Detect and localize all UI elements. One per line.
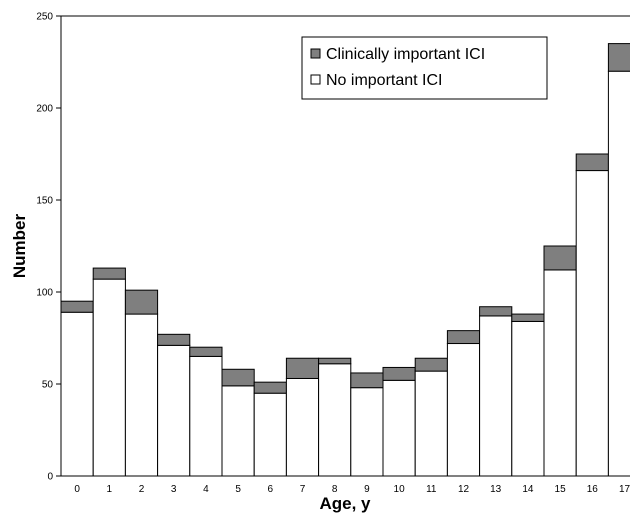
bar-no-important-12	[446, 343, 481, 477]
bar-no-important-15	[543, 269, 577, 477]
x-tick-label-8: 8	[332, 484, 338, 495]
x-axis-title: Age, y	[319, 494, 371, 513]
bar-clinically-important-13	[479, 306, 513, 317]
y-tick-label-50: 50	[42, 380, 54, 391]
y-tick-label-250: 250	[36, 12, 53, 23]
legend: Clinically important ICI No important IC…	[301, 36, 548, 100]
x-tick-label-17: 17	[619, 484, 630, 495]
bar-no-important-8	[318, 363, 352, 477]
bar-clinically-important-10	[382, 366, 416, 381]
bar-clinically-important-15	[543, 245, 577, 271]
x-tick-label-9: 9	[364, 484, 370, 495]
bar-no-important-7	[285, 377, 320, 477]
bar-no-important-3	[157, 344, 191, 477]
x-tick-label-14: 14	[522, 484, 534, 495]
x-tick-label-11: 11	[426, 484, 437, 495]
bar-clinically-important-9	[350, 372, 384, 389]
legend-label-no-important: No important ICI	[326, 72, 442, 89]
x-ticks-layer: 0 1 2 3 4 5 6 7 8 9 10 11 12 13 14 15 16 17	[74, 484, 630, 495]
bar-clinically-important-3	[157, 333, 191, 346]
bar-clinically-important-16	[575, 153, 609, 172]
y-tick-label-100: 100	[36, 288, 53, 299]
bar-no-important-6	[253, 392, 287, 477]
bars-layer	[60, 43, 630, 477]
x-tick-label-0: 0	[74, 484, 80, 495]
y-ticks-layer: 0 50 100 150 200 250	[36, 12, 61, 483]
legend-swatch-no-important	[310, 74, 321, 85]
bar-clinically-important-8	[318, 357, 352, 365]
bar-no-important-5	[221, 385, 255, 477]
bar-clinically-important-7	[285, 357, 320, 379]
bar-clinically-important-14	[511, 313, 545, 322]
x-tick-label-15: 15	[555, 484, 567, 495]
bar-no-important-9	[350, 387, 384, 477]
x-tick-label-4: 4	[203, 484, 209, 495]
x-tick-label-3: 3	[171, 484, 177, 495]
bar-no-important-1	[92, 278, 126, 477]
bar-clinically-important-12	[446, 330, 481, 345]
y-tick-label-0: 0	[47, 472, 53, 483]
x-tick-label-6: 6	[268, 484, 274, 495]
x-tick-label-2: 2	[139, 484, 145, 495]
legend-swatch-clinically-important	[310, 48, 321, 59]
bar-no-important-11	[414, 370, 448, 477]
x-tick-label-12: 12	[458, 484, 470, 495]
bar-no-important-4	[189, 355, 223, 477]
bar-clinically-important-17	[607, 43, 630, 72]
x-tick-label-13: 13	[490, 484, 502, 495]
legend-box	[301, 36, 548, 100]
bar-no-important-13	[479, 315, 513, 477]
y-axis-title: Number	[10, 214, 29, 279]
bar-no-important-14	[511, 320, 545, 477]
legend-label-clinically-important: Clinically important ICI	[326, 46, 485, 63]
bar-no-important-10	[382, 379, 416, 477]
x-tick-label-5: 5	[235, 484, 241, 495]
x-tick-label-10: 10	[394, 484, 406, 495]
bar-clinically-important-6	[253, 381, 287, 394]
y-tick-label-150: 150	[36, 196, 53, 207]
bar-clinically-important-11	[414, 357, 448, 372]
bar-clinically-important-5	[221, 368, 255, 387]
bar-no-important-0	[60, 311, 94, 477]
bar-clinically-important-2	[124, 289, 159, 315]
bar-no-important-17	[607, 70, 630, 477]
y-tick-label-200: 200	[36, 104, 53, 115]
x-tick-label-1: 1	[107, 484, 113, 495]
x-tick-label-7: 7	[300, 484, 306, 495]
bar-no-important-16	[575, 170, 609, 477]
bar-clinically-important-1	[92, 267, 126, 280]
x-tick-label-16: 16	[587, 484, 599, 495]
bar-no-important-2	[124, 313, 159, 477]
bar-clinically-important-4	[189, 346, 223, 357]
bar-clinically-important-0	[60, 300, 94, 313]
axes-layer	[60, 15, 630, 477]
